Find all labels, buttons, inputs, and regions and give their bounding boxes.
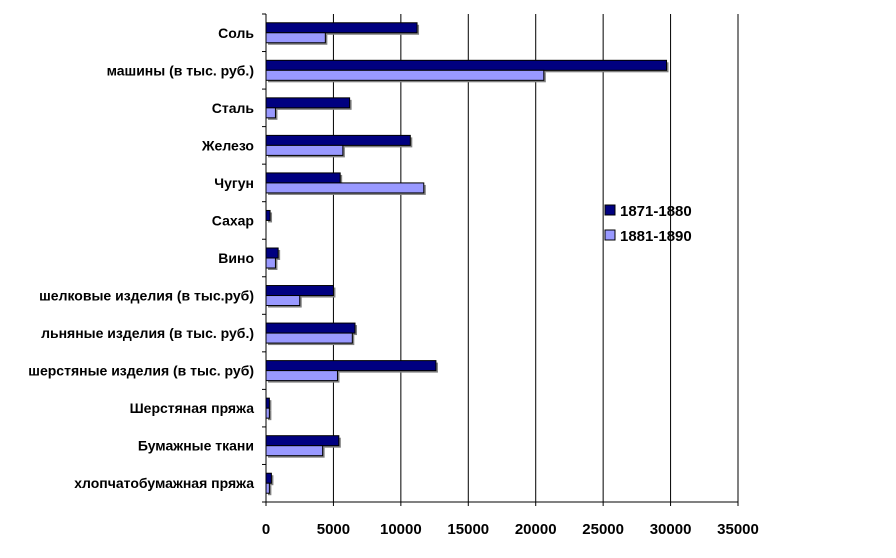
bar-3-series-1 — [265, 134, 411, 146]
bar-11-series-1 — [265, 435, 340, 447]
bar-10-series-2 — [265, 407, 270, 419]
bars — [265, 22, 669, 496]
category-label-9: шерстяные изделия (в тыс. руб) — [28, 363, 254, 379]
category-label-0: Соль — [218, 25, 254, 41]
category-labels: Соль машины (в тыс. руб.) Сталь Железо Чугун… — [28, 25, 254, 491]
category-label-12: хлопчатобумажная пряжа — [74, 475, 254, 491]
bar-7-series-1 — [265, 285, 334, 297]
category-label-4: Чугун — [214, 175, 254, 191]
bar-9-series-1 — [265, 360, 437, 372]
bar-11-series-2 — [265, 445, 324, 457]
category-label-11: Бумажные ткани — [138, 438, 254, 454]
x-tick-label-1: 5000 — [317, 521, 350, 538]
legend: 1871-1880 1881-1890 — [604, 203, 692, 245]
bar-9-series-2 — [265, 370, 338, 382]
legend-label-series-2: 1881-1890 — [620, 228, 692, 245]
bar-4-series-2 — [265, 182, 425, 194]
bar-0-series-2 — [265, 32, 326, 44]
bar-2-series-1 — [265, 97, 351, 109]
bar-7-series-2 — [265, 295, 301, 307]
category-label-7: шелковые изделия (в тыс.руб) — [39, 288, 254, 304]
category-label-2: Сталь — [212, 100, 255, 116]
category-label-8: льняные изделия (в тыс. руб.) — [41, 325, 254, 341]
bar-2-series-2 — [265, 107, 276, 119]
x-tick-label-3: 15000 — [447, 521, 489, 538]
x-tick-label-5: 25000 — [582, 521, 624, 538]
x-tick-label-6: 30000 — [650, 521, 692, 538]
x-tick-label-2: 10000 — [380, 521, 422, 538]
bar-8-series-1 — [265, 322, 356, 334]
x-tick-label-0: 0 — [262, 521, 270, 538]
legend-swatch-series-2 — [604, 229, 616, 241]
legend-label-series-1: 1871-1880 — [620, 203, 692, 220]
category-label-3: Железо — [201, 137, 254, 153]
gridlines — [332, 14, 739, 502]
bar-12-series-2 — [265, 482, 270, 494]
bar-8-series-2 — [265, 332, 353, 344]
category-label-6: Вино — [218, 250, 254, 266]
bar-0-series-1 — [265, 22, 418, 34]
bar-3-series-2 — [265, 144, 344, 156]
category-label-10: Шерстяная пряжа — [130, 400, 255, 416]
bar-1-series-2 — [265, 69, 545, 81]
x-tick-label-4: 20000 — [515, 521, 557, 538]
bar-6-series-1 — [265, 247, 279, 259]
bar-5-series-1 — [265, 209, 271, 221]
bar-6-series-2 — [265, 257, 276, 269]
category-label-1: машины (в тыс. руб.) — [107, 62, 254, 78]
bar-12-series-1 — [265, 472, 272, 484]
bar-4-series-1 — [265, 172, 341, 184]
legend-swatch-series-1 — [604, 204, 616, 216]
bar-10-series-1 — [265, 397, 270, 409]
x-tick-label-7: 35000 — [717, 521, 759, 538]
tick-labels: 0 5000 10000 15000 20000 25000 30000 35000 — [262, 521, 759, 538]
bar-1-series-1 — [265, 59, 668, 71]
category-label-5: Сахар — [212, 212, 254, 228]
axes — [262, 13, 739, 506]
